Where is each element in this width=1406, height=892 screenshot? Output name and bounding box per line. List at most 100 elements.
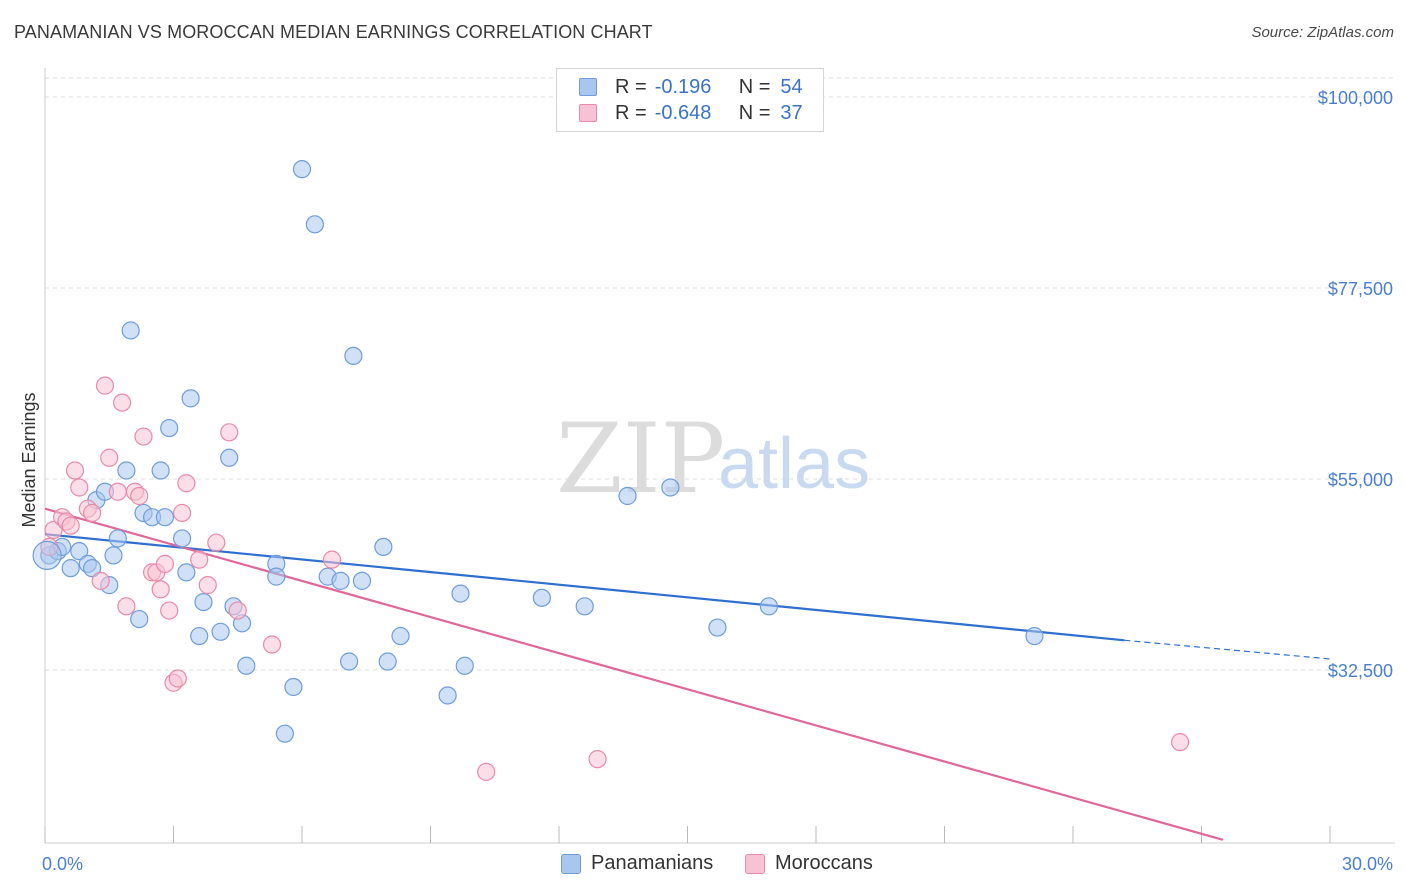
legend-n-label: N = xyxy=(738,101,771,124)
legend-r-value: -0.196 xyxy=(654,75,712,98)
panamanian-point xyxy=(275,724,294,743)
axes xyxy=(44,68,1395,844)
legend-row-moroccans: R = -0.648 N = 37 xyxy=(579,100,803,126)
panamanian-point xyxy=(532,588,551,607)
panamanian-point xyxy=(618,486,637,506)
moroccan-point xyxy=(83,503,102,523)
moroccan-point xyxy=(228,601,247,620)
moroccan-point xyxy=(588,750,607,769)
panamanian-point xyxy=(181,389,200,408)
panamanian-point xyxy=(331,571,350,590)
panamanian-point xyxy=(455,656,474,675)
panamanian-point xyxy=(211,622,230,641)
moroccan-point xyxy=(112,393,132,412)
panamanian-point xyxy=(220,448,239,467)
moroccan-point xyxy=(177,474,196,493)
legend-n-label: N = xyxy=(738,75,771,98)
panamanian-point xyxy=(759,597,778,616)
moroccan-point xyxy=(220,423,239,442)
watermark: ZIP atlas xyxy=(556,403,870,515)
panamanian-point xyxy=(451,584,470,603)
moroccan-point xyxy=(477,762,496,781)
panamanian-point xyxy=(155,508,175,527)
moroccan-point xyxy=(160,601,179,620)
y-tick-label: $100,000 xyxy=(1318,88,1393,108)
panamanian-point xyxy=(117,461,136,480)
y-axis-title: Median Earnings xyxy=(19,392,39,527)
chart-title: PANAMANIAN VS MOROCCAN MEDIAN EARNINGS C… xyxy=(14,22,653,42)
panamanian-point xyxy=(292,160,312,179)
moroccan-point xyxy=(322,550,342,569)
series-legend-moroccans[interactable]: Moroccans xyxy=(745,852,873,875)
panamanian-point xyxy=(237,656,256,675)
panamanian-point xyxy=(340,652,359,671)
series-swatch-moroccans xyxy=(745,853,765,874)
y-tick-labels: $100,000 $77,500 $55,000 $32,500 xyxy=(1318,88,1393,681)
panamanian-point xyxy=(104,546,123,565)
source-credit: Source: ZipAtlas.com xyxy=(1251,24,1394,41)
series-swatch-panamanians xyxy=(561,853,581,874)
panamanian-point xyxy=(438,686,457,705)
moroccan-point xyxy=(65,461,85,480)
panamanian-point xyxy=(267,567,286,586)
series-legend: Panamanians Moroccans xyxy=(0,852,1406,876)
panamanian-point xyxy=(160,418,179,438)
panamanian-point xyxy=(172,529,192,548)
trend-line-panamanians xyxy=(44,533,1125,642)
panamanian-point xyxy=(284,677,303,697)
legend-n-value: 54 xyxy=(780,75,803,98)
gridlines xyxy=(45,77,1395,671)
panamanian-point xyxy=(108,529,127,548)
moroccan-point xyxy=(61,516,80,535)
panamanian-point xyxy=(661,478,680,497)
series-label-panamanians: Panamanians xyxy=(591,852,714,874)
y-tick-label: $55,000 xyxy=(1328,470,1393,490)
watermark-atlas: atlas xyxy=(718,424,870,504)
moroccan-point xyxy=(130,486,149,506)
legend-r-value: -0.648 xyxy=(654,101,712,124)
panamanian-cluster-point xyxy=(32,540,62,571)
panamanian-point xyxy=(130,609,149,629)
x-tick-label-min: 0.0% xyxy=(42,854,83,874)
moroccan-point xyxy=(117,597,136,616)
moroccan-point xyxy=(100,448,119,467)
y-tick-label: $77,500 xyxy=(1328,279,1393,299)
panamanian-point xyxy=(194,592,213,612)
trend-lines xyxy=(44,507,1331,841)
y-tick-label: $32,500 xyxy=(1328,661,1393,681)
panamanian-point xyxy=(177,563,196,582)
moroccan-point xyxy=(172,503,192,523)
panamanian-point xyxy=(70,542,89,561)
moroccan-point xyxy=(1170,733,1190,752)
series-label-moroccans: Moroccans xyxy=(775,852,873,874)
watermark-zip: ZIP xyxy=(556,403,725,515)
moroccan-point xyxy=(91,571,110,590)
x-tick-label-max: 30.0% xyxy=(1342,854,1393,874)
moroccan-point xyxy=(108,482,127,501)
panamanian-point xyxy=(344,346,363,366)
legend-row-panamanians: R = -0.196 N = 54 xyxy=(579,74,803,100)
legend-r-label: R = xyxy=(615,75,647,98)
moroccan-point xyxy=(134,427,153,446)
panamanian-point xyxy=(1025,626,1044,646)
panamanian-point xyxy=(190,626,209,646)
panamanian-point xyxy=(575,597,594,616)
panamanian-point xyxy=(151,461,170,480)
moroccan-point xyxy=(168,669,187,688)
panamanian-point xyxy=(374,537,393,557)
panamanian-point xyxy=(708,618,727,637)
trend-line-moroccans xyxy=(44,507,1224,841)
panamanian-point xyxy=(121,321,140,340)
correlation-legend: R = -0.196 N = 54 R = -0.648 N = 37 xyxy=(556,68,824,132)
panamanian-point xyxy=(83,559,102,578)
legend-n-value: 37 xyxy=(780,101,803,124)
trend-line-panamanians-extension xyxy=(1124,639,1331,660)
series-legend-panamanians[interactable]: Panamanians xyxy=(561,852,713,875)
panamanian-point xyxy=(61,559,80,578)
legend-swatch-moroccans xyxy=(579,104,597,122)
moroccan-point xyxy=(44,520,63,540)
moroccan-point xyxy=(190,550,209,569)
moroccan-point xyxy=(70,478,89,497)
legend-r-label: R = xyxy=(615,101,647,124)
